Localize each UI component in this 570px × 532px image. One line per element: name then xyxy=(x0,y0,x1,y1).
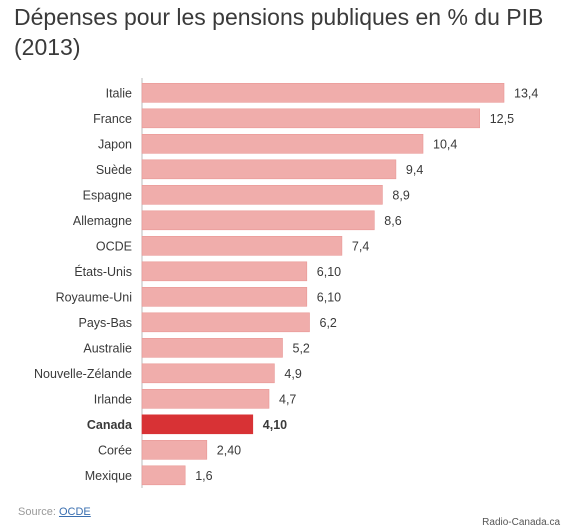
bar-12 xyxy=(141,363,275,384)
category-label-9: Royaume-Uni xyxy=(56,290,132,304)
category-label-3: Japon xyxy=(98,137,132,151)
value-label-5: 8,9 xyxy=(392,188,409,202)
value-label-9: 6,10 xyxy=(317,290,341,304)
category-label-6: Allemagne xyxy=(73,214,132,228)
bar-10 xyxy=(141,312,310,333)
category-label-15: Corée xyxy=(98,443,132,457)
bar-1 xyxy=(141,83,505,103)
value-label-3: 10,4 xyxy=(433,137,457,151)
category-label-13: Irlande xyxy=(94,392,132,406)
category-label-11: Australie xyxy=(83,341,132,355)
category-label-8: États-Unis xyxy=(74,264,132,279)
bar-8 xyxy=(141,261,308,282)
bar-15 xyxy=(141,439,208,460)
bar-7 xyxy=(141,236,343,256)
chart-title: Dépenses pour les pensions publiques en … xyxy=(14,2,564,62)
value-label-16: 1,6 xyxy=(195,469,212,483)
bar-3 xyxy=(141,134,424,154)
value-label-11: 5,2 xyxy=(293,341,310,355)
category-label-4: Suède xyxy=(96,163,132,177)
bar-5 xyxy=(141,185,383,205)
value-label-15: 2,40 xyxy=(217,443,241,457)
category-label-5: Espagne xyxy=(83,188,132,202)
bar-14 xyxy=(141,414,254,435)
category-label-2: France xyxy=(93,112,132,126)
bar-13 xyxy=(141,388,270,409)
chart-title-line2: (2013) xyxy=(14,34,81,60)
value-label-13: 4,7 xyxy=(279,392,296,406)
category-label-10: Pays-Bas xyxy=(79,316,133,330)
bar-9 xyxy=(141,286,308,307)
value-label-7: 7,4 xyxy=(352,239,369,253)
category-label-1: Italie xyxy=(106,86,132,100)
value-label-8: 6,10 xyxy=(317,265,341,279)
value-label-6: 8,6 xyxy=(384,214,401,228)
bar-11 xyxy=(141,337,283,358)
credit-label: Radio-Canada.ca xyxy=(482,517,560,528)
source-label: Source: xyxy=(18,506,56,518)
category-label-12: Nouvelle-Zélande xyxy=(34,367,132,381)
bar-4 xyxy=(141,159,397,180)
value-label-1: 13,4 xyxy=(514,86,538,100)
value-label-4: 9,4 xyxy=(406,163,423,177)
value-label-12: 4,9 xyxy=(284,367,301,381)
category-label-14: Canada xyxy=(87,418,133,432)
bar-2 xyxy=(141,108,481,129)
category-label-7: OCDE xyxy=(96,239,132,253)
source-note: Source: OCDE xyxy=(18,506,91,518)
bar-16 xyxy=(141,465,186,486)
value-label-2: 12,5 xyxy=(490,112,514,126)
source-link[interactable]: OCDE xyxy=(58,506,91,518)
value-label-14: 4,10 xyxy=(263,418,287,432)
chart-title-line1: Dépenses pour les pensions publiques en … xyxy=(14,4,544,30)
category-label-16: Mexique xyxy=(85,469,132,483)
value-label-10: 6,2 xyxy=(320,316,337,330)
bar-6 xyxy=(141,210,375,231)
